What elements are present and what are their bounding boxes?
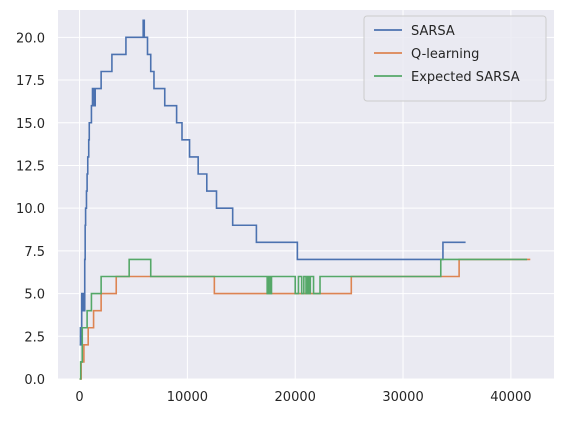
legend-label: Q-learning — [411, 47, 479, 62]
y-tick-label: 2.5 — [24, 330, 45, 345]
legend-box — [363, 15, 547, 102]
y-tick-label: 7.5 — [24, 245, 45, 260]
legend-label: Expected SARSA — [411, 70, 520, 85]
grid-layer — [58, 10, 554, 380]
series-line-sarsa — [79, 19, 466, 346]
y-tick-label: 12.5 — [16, 159, 45, 174]
x-tick-label: 40000 — [490, 390, 531, 405]
y-tick-label: 10.0 — [16, 202, 45, 217]
y-tick-label: 20.0 — [16, 31, 45, 46]
axis-layer: 0 10000 20000 30000 40000 0.0 2.5 5.0 7.5 10.0 12.… — [16, 31, 532, 405]
y-tick-label: 0.0 — [24, 373, 45, 388]
y-tick-label: 15.0 — [16, 117, 45, 132]
y-tick-label: 17.5 — [16, 74, 45, 89]
legend: SARSA Q-learning Expected SARSA — [363, 15, 547, 102]
series-layer — [79, 19, 531, 380]
series-line-expected-sarsa — [79, 258, 528, 380]
series-line-q-learning — [79, 258, 531, 380]
x-tick-label: 0 — [75, 390, 83, 405]
x-tick-label: 10000 — [167, 390, 208, 405]
x-tick-label: 20000 — [275, 390, 316, 405]
x-tick-label: 30000 — [382, 390, 423, 405]
legend-label: SARSA — [411, 24, 455, 39]
y-tick-label: 5.0 — [24, 288, 45, 303]
